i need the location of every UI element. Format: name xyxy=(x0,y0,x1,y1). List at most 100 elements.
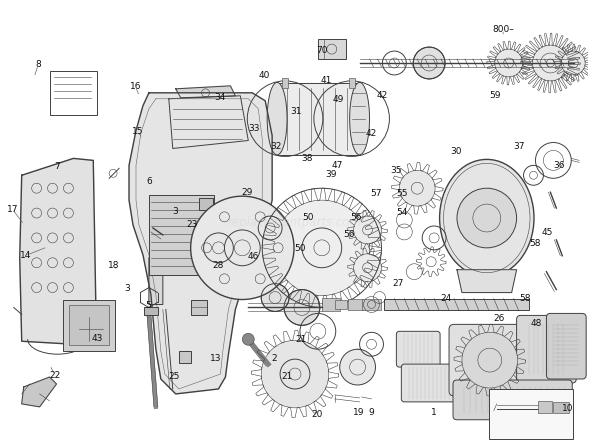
Bar xyxy=(149,195,214,275)
Text: 29: 29 xyxy=(241,188,253,197)
Text: 43: 43 xyxy=(91,334,103,343)
Text: 70: 70 xyxy=(316,46,327,56)
Text: 47: 47 xyxy=(332,162,343,170)
Text: 50: 50 xyxy=(302,213,314,222)
Bar xyxy=(70,305,109,345)
Polygon shape xyxy=(176,86,235,98)
FancyBboxPatch shape xyxy=(449,324,530,396)
Bar xyxy=(318,39,346,59)
Text: replacementparts.com: replacementparts.com xyxy=(228,215,362,228)
Text: 2: 2 xyxy=(271,354,277,363)
Text: 45: 45 xyxy=(542,228,553,237)
Polygon shape xyxy=(277,83,359,155)
Circle shape xyxy=(340,349,375,385)
Text: 24: 24 xyxy=(440,294,451,303)
Circle shape xyxy=(399,170,435,206)
Text: 21: 21 xyxy=(281,372,293,381)
Text: 3: 3 xyxy=(124,284,130,293)
Text: 15: 15 xyxy=(132,127,143,136)
Text: 22: 22 xyxy=(49,371,60,380)
FancyBboxPatch shape xyxy=(453,380,572,420)
Text: 33: 33 xyxy=(248,124,260,133)
Bar xyxy=(539,401,552,413)
Circle shape xyxy=(274,200,369,295)
Circle shape xyxy=(261,283,289,312)
Polygon shape xyxy=(169,96,248,149)
Text: 34: 34 xyxy=(214,93,225,102)
Bar xyxy=(335,299,347,309)
Text: 55: 55 xyxy=(396,189,408,198)
FancyBboxPatch shape xyxy=(546,313,586,379)
Polygon shape xyxy=(129,93,272,394)
Text: 30: 30 xyxy=(450,147,461,156)
Text: 16: 16 xyxy=(130,82,141,91)
Text: 27: 27 xyxy=(392,279,404,288)
Circle shape xyxy=(533,45,568,81)
Text: 35: 35 xyxy=(390,166,402,175)
Text: 1: 1 xyxy=(431,408,437,417)
Text: 8: 8 xyxy=(35,60,41,69)
Circle shape xyxy=(413,47,445,79)
Text: 48: 48 xyxy=(531,319,542,328)
Text: 32: 32 xyxy=(271,142,282,151)
Text: 42: 42 xyxy=(376,91,388,100)
Text: 38: 38 xyxy=(301,154,313,163)
FancyBboxPatch shape xyxy=(396,332,440,367)
Ellipse shape xyxy=(440,159,534,277)
Circle shape xyxy=(261,340,329,408)
Text: 58: 58 xyxy=(519,294,530,303)
Text: 58: 58 xyxy=(530,239,541,248)
Bar xyxy=(64,299,115,351)
Bar xyxy=(179,351,191,363)
Text: 50: 50 xyxy=(294,244,306,253)
Text: 56: 56 xyxy=(343,231,355,239)
Circle shape xyxy=(353,254,382,282)
Bar xyxy=(191,299,206,316)
Text: 3: 3 xyxy=(172,207,178,216)
Text: 31: 31 xyxy=(290,106,302,116)
Text: 54: 54 xyxy=(396,208,408,217)
FancyBboxPatch shape xyxy=(401,364,455,402)
Text: 14: 14 xyxy=(19,251,31,260)
Text: 9: 9 xyxy=(368,408,374,417)
FancyBboxPatch shape xyxy=(517,316,576,383)
Bar xyxy=(385,299,529,311)
Text: 41: 41 xyxy=(321,76,332,85)
Text: 20: 20 xyxy=(311,410,322,419)
Circle shape xyxy=(353,216,382,244)
Text: 23: 23 xyxy=(186,220,198,229)
Circle shape xyxy=(561,51,585,75)
Bar xyxy=(553,402,569,413)
Bar xyxy=(282,78,288,88)
Text: 40: 40 xyxy=(259,71,270,80)
Ellipse shape xyxy=(267,82,287,155)
Bar xyxy=(144,307,158,316)
Circle shape xyxy=(495,49,523,77)
Polygon shape xyxy=(22,377,57,407)
Text: 5: 5 xyxy=(146,301,151,310)
Text: 56: 56 xyxy=(350,213,362,222)
Bar xyxy=(50,71,97,115)
Text: 59: 59 xyxy=(490,91,502,100)
Text: 17: 17 xyxy=(6,205,18,214)
Polygon shape xyxy=(19,158,96,344)
Text: 37: 37 xyxy=(513,142,525,151)
Bar xyxy=(199,198,212,210)
Text: 42: 42 xyxy=(366,129,377,138)
Text: 19: 19 xyxy=(353,408,364,417)
Text: 800–: 800– xyxy=(492,25,514,34)
Bar xyxy=(193,240,208,256)
Circle shape xyxy=(462,332,517,388)
Bar xyxy=(348,299,363,311)
Circle shape xyxy=(242,333,254,345)
Text: 13: 13 xyxy=(210,354,222,363)
Bar xyxy=(489,389,573,439)
Text: 46: 46 xyxy=(247,252,258,262)
Bar xyxy=(362,299,382,311)
Text: 25: 25 xyxy=(169,372,180,381)
Text: 57: 57 xyxy=(370,189,382,198)
Text: 6: 6 xyxy=(147,177,152,186)
Bar xyxy=(322,298,340,312)
Text: 39: 39 xyxy=(326,170,337,179)
Circle shape xyxy=(457,188,517,248)
